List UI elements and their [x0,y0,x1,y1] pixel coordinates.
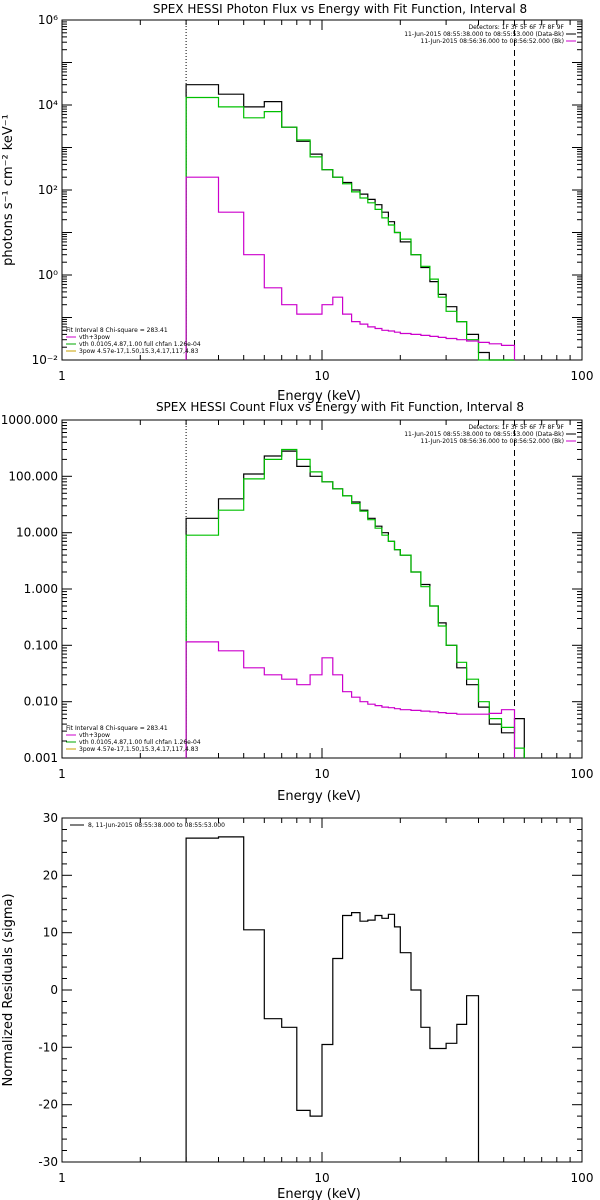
photon-legend-text: 11-Jun-2015 08:55:38.000 to 08:55:53.000… [404,31,564,38]
count-ytick-label: 0.001 [24,751,58,765]
count-xtick-label: 100 [571,767,594,781]
photon-legend-text: 11-Jun-2015 08:56:36.000 to 08:56:52.000… [421,38,564,45]
photon-ytick-label: 10⁴ [38,98,58,112]
photon-series-1 [185,96,515,361]
photon-flux-plot: 1 10 100 10⁻² 10⁰ 10² 10⁴ 10⁶ Detectors: 1F 3F 5… [32,13,594,383]
residual-ytick-label: -30 [38,1155,58,1169]
count-ytick-label: 1000.000 [1,413,58,427]
count-fit-legend-text: 3pow 4.57e-17,1.50,15.3,4.17,117,4.83 [79,746,199,753]
residual-ytick-label: 20 [43,868,58,882]
count-series-1 [185,448,525,758]
count-ytick-label: 1.000 [24,582,58,596]
residual-ytick-label: -20 [38,1098,58,1112]
count-xtick-label: 10 [314,767,329,781]
photon-legend-text: Detectors: 1F 3F 5F 6F 7F 8F 9F [468,24,564,31]
photon-fit-legend-text: vth 0.0105,4.87,1.00 full chfan 1.26e-04 [79,341,201,348]
residual-ytick-label: -10 [38,1040,58,1054]
residual-legend-text: 8, 11-Jun-2015 08:55:38.000 to 08:55:53.… [88,822,225,829]
count-flux-xlabel: Energy (keV) [277,789,361,804]
residual-series-0 [185,836,480,1162]
photon-fit-legend-text: Fit Interval 8 Chi-square = 283.41 [66,327,168,334]
count-fit-legend-text: vth+3pow [79,732,110,739]
residual-xtick-label: 10 [314,1171,329,1185]
photon-flux-title: SPEX HESSI Photon Flux vs Energy with Fi… [153,2,527,16]
photon-fit-legend-text: vth+3pow [79,334,110,341]
photon-xtick-label: 10 [314,369,329,383]
count-fit-legend-text: Fit Interval 8 Chi-square = 283.41 [66,725,168,732]
photon-fit-legend-text: 3pow 4.57e-17,1.50,15.3,4.17,117,4.83 [79,348,199,355]
residual-ytick-label: 10 [43,926,58,940]
residual-xtick-label: 1 [58,1171,66,1185]
residual-ytick-label: 0 [50,983,58,997]
count-legend-text: 11-Jun-2015 08:55:38.000 to 08:55:53.000… [404,431,564,438]
photon-ytick-label: 10⁰ [38,268,58,282]
photon-series-2 [185,176,516,360]
photon-flux-panel: SPEX HESSI Photon Flux vs Energy with Fi… [1,2,593,404]
photon-ytick-label: 10⁶ [38,13,58,27]
count-flux-panel: SPEX HESSI Count Flux vs Energy with Fit… [1,400,594,804]
photon-series-0 [185,84,515,361]
count-fit-legend-text: vth 0.0105,4.87,1.00 full chfan 1.26e-04 [79,739,201,746]
residual-ytick-label: 30 [43,811,58,825]
count-flux-plot: 1 10 100 0.001 0.010 0.100 1.000 10.000 100.000 1… [1,413,594,781]
photon-xtick-label: 100 [571,369,594,383]
count-xtick-label: 1 [58,767,66,781]
residuals-ylabel: Normalized Residuals (sigma) [1,893,16,1086]
residuals-xlabel: Energy (keV) [277,1187,361,1200]
count-legend-text: 11-Jun-2015 08:56:36.000 to 08:56:52.000… [421,438,564,445]
photon-xtick-label: 1 [58,369,66,383]
residuals-plot: 1 10 100 -30 -20 -10 0 10 20 30 8, 11-Jun-2015 08:… [38,811,593,1185]
photon-flux-ylabel: photons s⁻¹ cm⁻² keV⁻¹ [1,114,16,266]
photon-flux-xlabel: Energy (keV) [277,389,361,404]
photon-ytick-label: 10⁻² [32,353,59,367]
count-series-2 [185,641,516,758]
count-ytick-label: 0.100 [24,638,58,652]
count-series-0 [185,450,525,758]
count-flux-title: SPEX HESSI Count Flux vs Energy with Fit… [156,400,524,414]
count-ytick-label: 10.000 [16,526,58,540]
residual-xtick-label: 100 [571,1171,594,1185]
photon-ytick-label: 10² [38,183,58,197]
count-ytick-label: 100.000 [8,469,58,483]
count-plot-frame [61,419,583,759]
count-ytick-label: 0.010 [24,695,58,709]
count-legend-text: Detectors: 1F 3F 5F 6F 7F 8F 9F [468,424,564,431]
residuals-panel: Energy (keV) Normalized Residuals (sigma… [1,811,593,1200]
